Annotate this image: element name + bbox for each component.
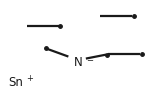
Text: Sn: Sn bbox=[8, 76, 23, 89]
Text: −: − bbox=[86, 56, 93, 65]
Text: +: + bbox=[26, 74, 33, 83]
Text: N: N bbox=[73, 56, 82, 69]
